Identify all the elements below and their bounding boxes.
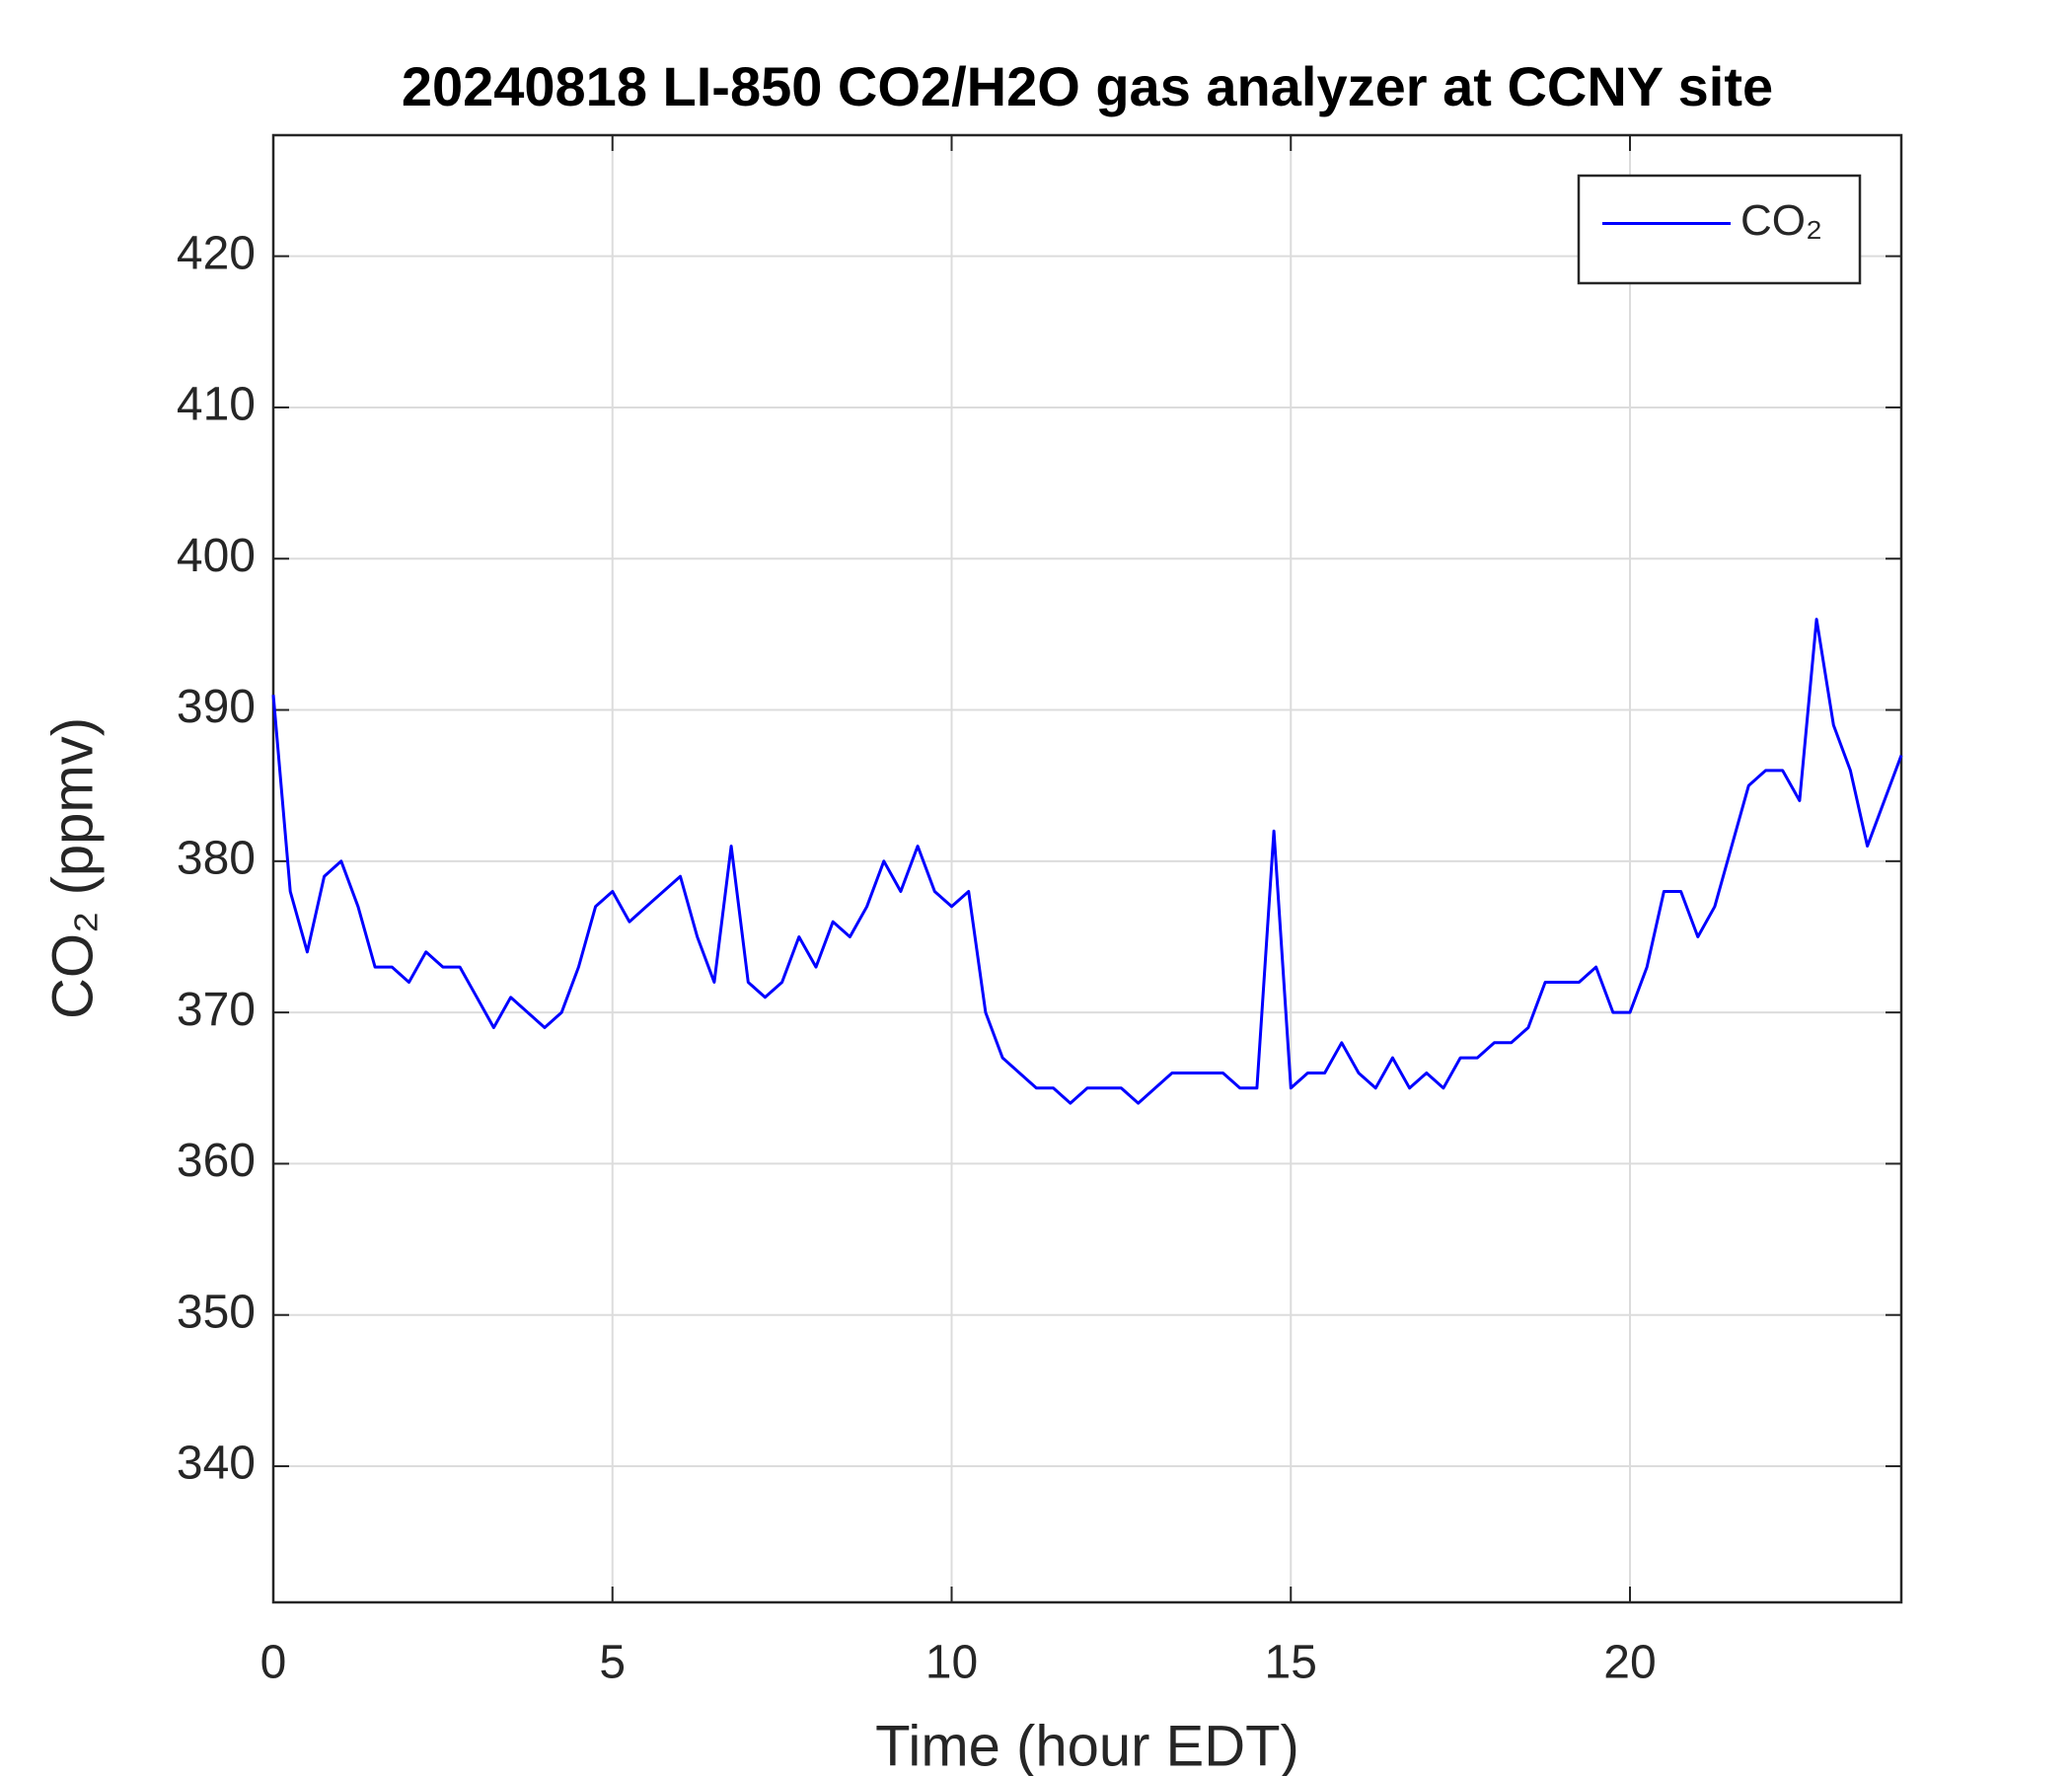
y-tick-label: 370 (177, 984, 256, 1036)
chart-title: 20240818 LI-850 CO2/H2O gas analyzer at … (402, 55, 1773, 117)
x-axis-label: Time (hour EDT) (875, 1714, 1299, 1776)
y-tick-label: 410 (177, 379, 256, 431)
x-tick-label: 0 (260, 1637, 287, 1689)
y-tick-label: 350 (177, 1286, 256, 1338)
y-tick-label: 420 (177, 227, 256, 279)
y-tick-label: 360 (177, 1135, 256, 1187)
legend-label: CO₂ (1740, 196, 1822, 245)
y-tick-label: 390 (177, 681, 256, 733)
plot-area (273, 135, 1901, 1602)
x-tick-label: 20 (1603, 1637, 1656, 1689)
y-tick-label: 340 (177, 1438, 256, 1490)
plot-frame (271, 133, 1903, 1604)
data-line (271, 618, 1903, 1105)
legend-box (1577, 174, 1862, 285)
x-tick-label: 10 (925, 1637, 978, 1689)
y-tick-label: 400 (177, 530, 256, 582)
y-axis-label: CO₂ (ppmv) (40, 717, 105, 1019)
x-tick-label: 15 (1265, 1637, 1317, 1689)
y-tick-label: 380 (177, 833, 256, 885)
x-tick-label: 5 (599, 1637, 626, 1689)
